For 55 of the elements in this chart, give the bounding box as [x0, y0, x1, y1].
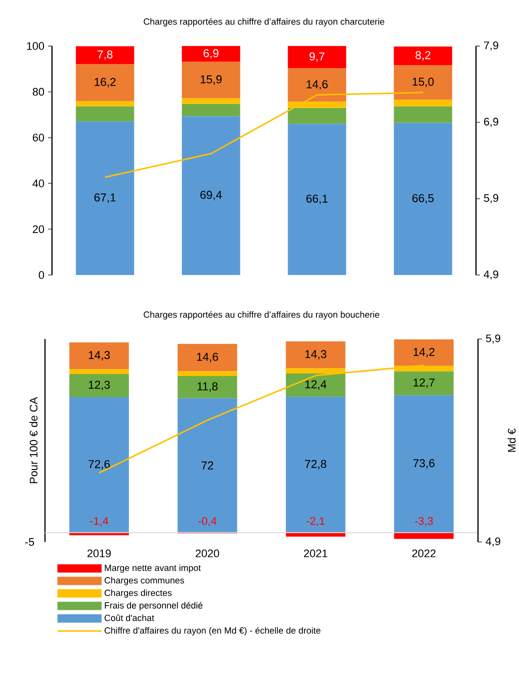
data-label: 12,4: [305, 380, 326, 390]
data-label: -1,4: [90, 517, 108, 526]
data-label: 14,3: [305, 350, 326, 360]
y-tick-label: 20: [32, 225, 44, 234]
data-label: 67,1: [94, 193, 116, 203]
data-label: 72,6: [88, 460, 110, 470]
y-tick-label: 40: [32, 180, 44, 188]
x-tick-label: 2019: [87, 550, 111, 558]
x-tick-label: 2022: [412, 550, 436, 558]
data-label: -0,4: [198, 517, 216, 526]
data-label: 16,2: [94, 78, 116, 88]
data-label: -3,3: [414, 517, 433, 526]
y2-tick-label: 4,9: [486, 537, 500, 547]
x-tick-label: 2020: [196, 550, 220, 558]
data-label: 7,8: [98, 50, 112, 60]
text: -5: [25, 538, 34, 546]
data-label: 14,6: [306, 80, 328, 90]
legend-label: Marge nette avant impot: [104, 564, 201, 573]
legend-label: Frais de personnel dédié: [104, 602, 202, 610]
data-label: 69,4: [200, 190, 222, 200]
y-axis-title: Pour 100 € de CA: [29, 396, 38, 484]
y2-tick-label: 6,9: [484, 118, 498, 127]
legend-label: Coût d'achat: [104, 614, 154, 622]
y-tick-label: 0: [38, 271, 44, 279]
data-label: -2,1: [306, 517, 325, 526]
y-tick-label: 80: [32, 88, 44, 96]
y2-axis-title: Md €: [508, 428, 516, 452]
y-tick-label: 100: [27, 42, 44, 50]
y2-tick-label: 7,9: [484, 41, 498, 51]
chart-title: Charges rapportées au chiffre d’affaires du rayon boucherie: [144, 311, 380, 320]
y2-tick-label: 5,9: [486, 334, 500, 344]
data-label: 15,9: [200, 75, 222, 85]
data-label: 15,0: [412, 78, 434, 88]
data-label: 12,3: [88, 380, 110, 390]
y-tick-label: 60: [32, 134, 44, 142]
y2-tick-label: 4,9: [484, 270, 498, 280]
data-label: 12,7: [414, 378, 434, 388]
y2-tick-label: 5,9: [484, 194, 498, 204]
data-label: 66,5: [412, 194, 434, 204]
data-label: 14,2: [414, 348, 434, 358]
data-label: 14,3: [88, 350, 110, 360]
legend-label: Charges communes: [104, 576, 184, 586]
data-label: 73,6: [413, 459, 435, 469]
data-label: 72: [202, 461, 214, 470]
legend-label: Charges directes: [104, 589, 172, 598]
data-label: 66,1: [306, 194, 328, 204]
legend-label: Chiffre d'affaires du rayon (en Md €) - échelle de droite: [104, 626, 320, 636]
data-label: 72,8: [305, 460, 326, 470]
data-label: 11,8: [198, 382, 218, 392]
x-tick-label: 2021: [304, 550, 328, 558]
data-label: 6,9: [204, 49, 218, 59]
data-label: 14,6: [197, 352, 218, 362]
data-label: 9,7: [310, 52, 324, 62]
data-label: 8,2: [416, 51, 430, 61]
chart-title: Charges rapportées au chiffre d’affaires du rayon charcuterie: [144, 18, 384, 27]
